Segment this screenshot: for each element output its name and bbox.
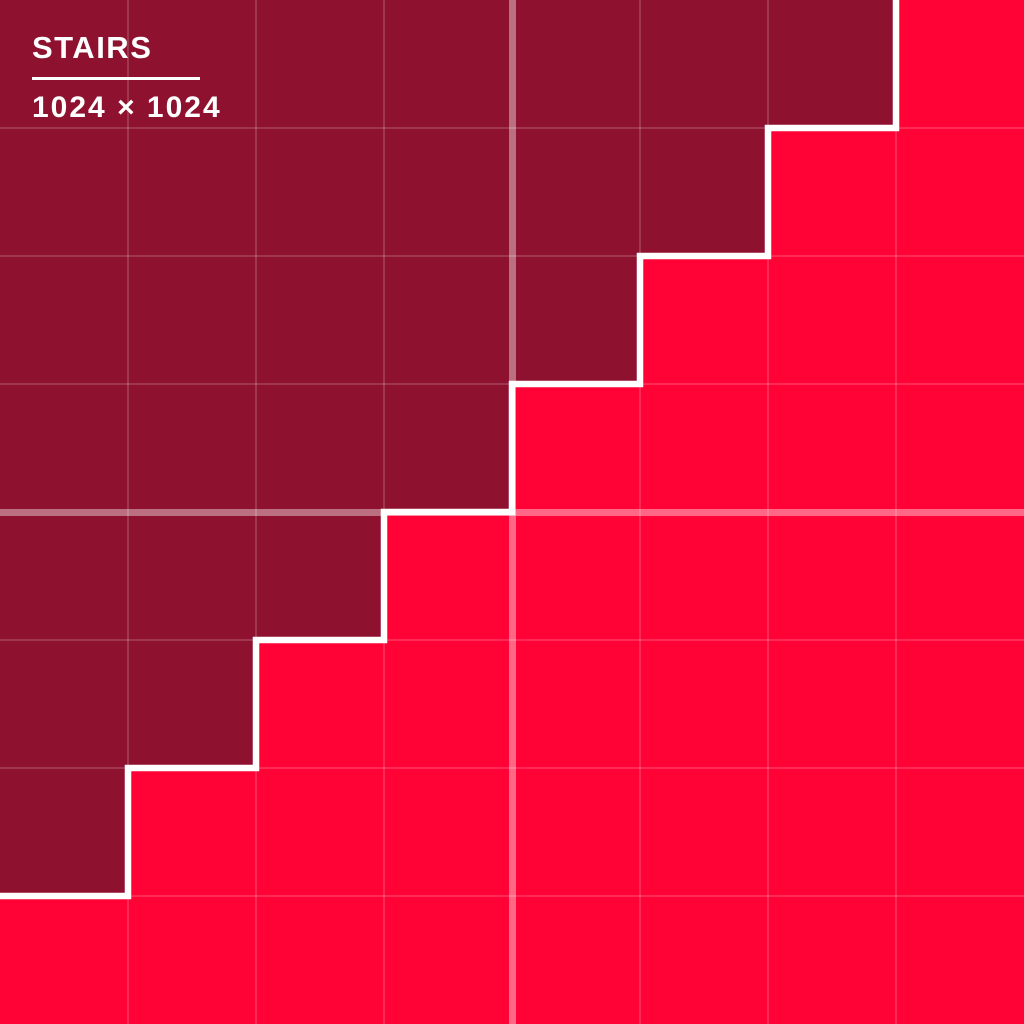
grid-line-horizontal: [0, 895, 1024, 897]
grid-line-vertical: [639, 0, 641, 1024]
grid-line-vertical: [767, 0, 769, 1024]
grid-line-vertical: [895, 0, 897, 1024]
dark-region-column: [768, 0, 896, 128]
dark-region-column: [512, 0, 640, 384]
grid-line-horizontal: [0, 639, 1024, 641]
dark-region-column: [384, 0, 512, 512]
dark-region-column: [640, 0, 768, 256]
grid-line-horizontal: [0, 255, 1024, 257]
grid-line-horizontal: [0, 127, 1024, 129]
dark-region-column: [256, 0, 384, 640]
dark-region-column: [128, 0, 256, 768]
grid-line-horizontal: [0, 767, 1024, 769]
title-underline: [32, 77, 200, 80]
title-block: STAIRS 1024 × 1024: [32, 32, 222, 123]
grid-line-vertical: [127, 0, 129, 1024]
dark-region-column: [0, 0, 128, 896]
page-title: STAIRS: [32, 30, 153, 65]
grid-line-vertical: [255, 0, 257, 1024]
dimensions-label: 1024 × 1024: [32, 91, 222, 124]
stair-polyline: [0, 0, 900, 900]
